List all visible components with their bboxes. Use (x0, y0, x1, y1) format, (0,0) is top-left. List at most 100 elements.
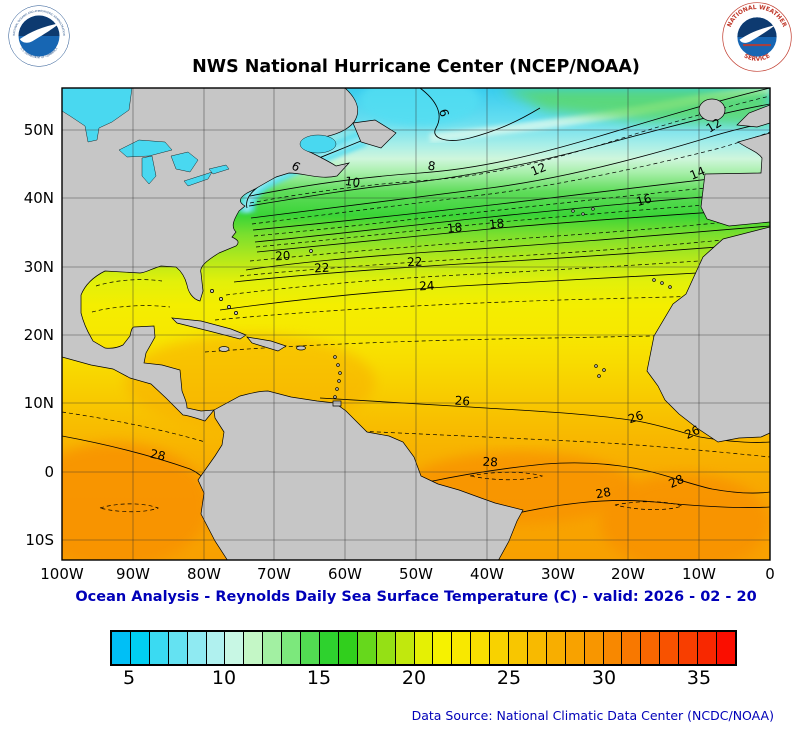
colorbar-cell (660, 632, 680, 664)
colorbar-cell (414, 632, 434, 664)
colorbar-cell (509, 632, 528, 664)
lakes-and-bays (62, 88, 337, 187)
land-cuba (171, 317, 247, 340)
colorbar-cell (622, 632, 642, 664)
y-axis-tick-label: 10S (25, 531, 54, 549)
contour-label: 28 (595, 485, 612, 501)
nws-seagull-icon (739, 25, 776, 43)
page-title: NWS National Hurricane Center (NCEP/NOAA… (192, 57, 640, 77)
svg-text:SERVICE: SERVICE (743, 52, 772, 62)
lake-michigan (141, 155, 157, 185)
x-axis-tick-label: 60W (328, 565, 362, 583)
contour-label: 26 (682, 423, 702, 442)
land-hispaniola (246, 336, 287, 352)
colorbar-cell (319, 632, 339, 664)
colorbar-cell (546, 632, 566, 664)
nws-ring-bottom-text: SERVICE (743, 52, 772, 62)
contour-label: 18 (446, 220, 463, 236)
nws-logo-icon: NATIONAL WEATHER SERVICE (722, 2, 792, 72)
land-iberia-france (700, 132, 770, 227)
lake-ontario (208, 164, 230, 175)
lake-erie (183, 171, 213, 187)
land-layer (62, 88, 770, 560)
contour-label: 26 (454, 393, 470, 408)
colorbar (110, 630, 737, 666)
land-bahamas (210, 289, 238, 315)
y-axis-tick-label: 10N (24, 394, 54, 412)
contour-label: 10 (344, 174, 361, 190)
colorbar-tick-label: 25 (496, 667, 522, 689)
x-axis-tick-label: 80W (187, 565, 221, 583)
gulf-of-st-lawrence (299, 134, 337, 154)
land-south-america (197, 390, 524, 560)
colorbar-cell (641, 632, 661, 664)
contour-label: 28 (482, 455, 498, 470)
y-axis-tick-label: 0 (44, 463, 54, 481)
y-axis-tick-label: 20N (24, 326, 54, 344)
x-axis-tick-label: 0 (765, 565, 775, 583)
y-axis-tick-label: 40N (24, 189, 54, 207)
colorbar-cell (168, 632, 188, 664)
colorbar-cell (395, 632, 415, 664)
land-cape-verde (594, 364, 606, 378)
x-axis-tick-label: 70W (257, 565, 291, 583)
colorbar-cell (149, 632, 169, 664)
colorbar-tick-label: 10 (211, 667, 237, 689)
contour-label: 18 (488, 216, 505, 232)
land-lesser-antilles (332, 355, 342, 407)
contour-label: 6 (436, 107, 452, 118)
contour-label: 28 (666, 472, 686, 491)
noaa-logo: NATIONAL OCEANIC AND ATMOSPHERIC ADMINIS… (8, 5, 70, 67)
x-axis-tick-label: 40W (470, 565, 504, 583)
y-axis-tick-label: 50N (24, 121, 54, 139)
contour-label: 16 (635, 191, 654, 209)
y-axis-tick-label: 30N (24, 258, 54, 276)
grid-lines (62, 88, 770, 560)
contour-label: 14 (688, 164, 707, 183)
contour-label: 22 (314, 261, 330, 276)
colorbar-tick-label: 5 (122, 667, 136, 689)
colorbar-tick-label: 15 (306, 667, 332, 689)
noaa-seagull-icon (19, 22, 61, 43)
x-axis-tick-label: 30W (541, 565, 575, 583)
colorbar-cell (527, 632, 547, 664)
colorbar-tick-label: 30 (591, 667, 617, 689)
colorbar-cell (376, 632, 396, 664)
plot-border (61, 87, 771, 561)
colorbar-cell (206, 632, 226, 664)
colorbar-cell (301, 632, 320, 664)
land-jamaica (218, 346, 230, 352)
lake-huron (170, 151, 199, 173)
colorbar-tick-label: 20 (401, 667, 427, 689)
colorbar-cell (584, 632, 604, 664)
colorbar-cell (282, 632, 302, 664)
colorbar-cell (244, 632, 264, 664)
x-axis-tick-label: 90W (116, 565, 150, 583)
map-caption: Ocean Analysis - Reynolds Daily Sea Surf… (75, 589, 757, 605)
land-north-america (62, 88, 358, 422)
x-axis-tick-label: 100W (40, 565, 84, 583)
colorbar-cell (603, 632, 623, 664)
nws-logo: NATIONAL WEATHER SERVICE (722, 2, 792, 72)
contours-dashed (62, 95, 770, 513)
contour-label: 20 (275, 249, 291, 264)
noaa-logo-icon: NATIONAL OCEANIC AND ATMOSPHERIC ADMINIS… (8, 5, 70, 67)
contour-label: 12 (529, 160, 548, 179)
land-puerto-rico (296, 345, 306, 351)
colorbar-cell (187, 632, 207, 664)
colorbar-cell (112, 632, 131, 664)
contour-label: 8 (427, 159, 437, 174)
colorbar-cell (433, 632, 453, 664)
x-axis-tick-label: 20W (611, 565, 645, 583)
colorbar-cell (717, 632, 735, 664)
colorbar-cell (338, 632, 358, 664)
colorbar-cell (225, 632, 245, 664)
contour-label: 28 (149, 447, 167, 464)
contour-label: 26 (626, 408, 645, 426)
axis-labels: 50N 40N 30N 20N 10N 0 10S 100W 90W 80W 70W 60W 50W 40… (24, 121, 775, 583)
colorbar-cell (698, 632, 717, 664)
colorbar-cell (130, 632, 150, 664)
